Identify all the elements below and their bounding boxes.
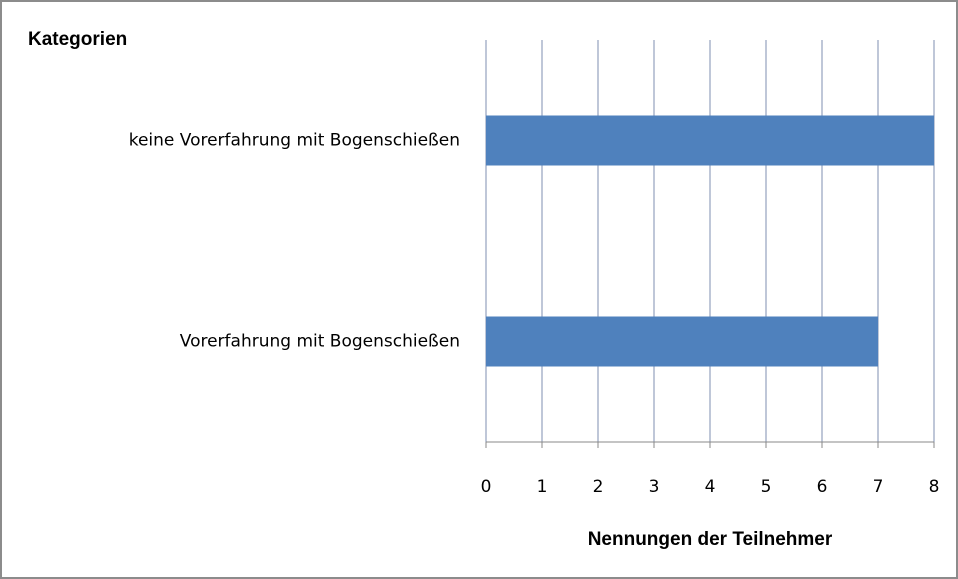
x-tick-label: 0 bbox=[481, 477, 492, 497]
x-tick-label: 3 bbox=[649, 477, 660, 497]
y-tick-label: keine Vorerfahrung mit Bogenschießen bbox=[129, 131, 460, 151]
x-tick-label: 7 bbox=[873, 477, 884, 497]
bar bbox=[486, 316, 878, 367]
x-tick-label: 2 bbox=[593, 477, 604, 497]
x-tick-label: 5 bbox=[761, 477, 772, 497]
x-axis-title: Nennungen der Teilnehmer bbox=[588, 529, 833, 550]
x-tick-label: 8 bbox=[929, 477, 940, 497]
y-axis-title: Kategorien bbox=[28, 29, 127, 50]
y-tick-label: Vorerfahrung mit Bogenschießen bbox=[180, 332, 460, 352]
x-tick-label: 6 bbox=[817, 477, 828, 497]
x-tick-label: 1 bbox=[537, 477, 548, 497]
bar bbox=[486, 115, 934, 166]
x-tick-label: 4 bbox=[705, 477, 716, 497]
